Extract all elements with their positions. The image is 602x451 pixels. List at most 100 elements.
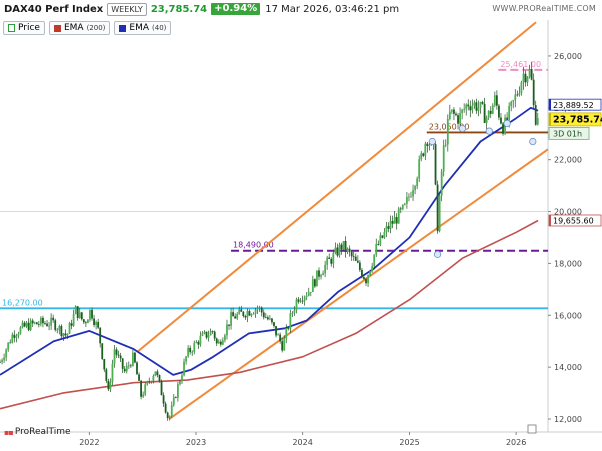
candle-body — [436, 184, 439, 232]
x-tick-label: 2023 — [186, 438, 206, 447]
candle-body — [528, 69, 531, 78]
candle-body — [526, 77, 529, 83]
x-tick-label: 2026 — [506, 438, 526, 447]
candle-body — [471, 105, 474, 111]
candle-body — [42, 317, 44, 324]
candle-body — [295, 299, 298, 311]
candle-body — [95, 321, 98, 325]
candle-body — [213, 331, 216, 339]
candle-body — [35, 322, 38, 325]
countdown-box — [548, 126, 590, 140]
candle-body — [289, 313, 292, 329]
candle-body — [13, 334, 16, 338]
candle-body — [502, 123, 504, 134]
candle-body — [7, 342, 10, 350]
y-tick-label: 26,000 — [554, 52, 582, 61]
candle-body — [401, 204, 404, 210]
candle-body — [508, 105, 511, 121]
candle-body — [138, 374, 140, 381]
candle-body — [219, 341, 222, 345]
legend-ema200[interactable]: EMA (200) — [48, 21, 111, 35]
change-badge: +0.94% — [211, 3, 261, 15]
candle-body — [17, 333, 20, 336]
event-marker-icon — [485, 127, 493, 135]
candle-body — [428, 144, 431, 146]
candle-body — [72, 314, 75, 326]
chart-header: DAX40 Perf Index WEEKLY 23,785.74 +0.94%… — [0, 0, 602, 18]
candle-body — [27, 322, 30, 331]
candle-body — [258, 307, 261, 309]
candle-body — [383, 231, 386, 238]
value-label-box — [548, 98, 602, 111]
candle-body — [512, 100, 515, 102]
candle-body — [475, 102, 478, 111]
value-label-box — [548, 214, 602, 227]
candle-body — [234, 316, 237, 319]
legend-ema40[interactable]: EMA (40) — [114, 21, 172, 35]
legend-price[interactable]: Price — [3, 21, 45, 35]
candle-body — [269, 318, 271, 320]
candle-body — [5, 349, 8, 358]
candle-body — [248, 311, 251, 316]
y-tick-label: 18,000 — [554, 259, 582, 268]
x-tick-label: 2022 — [79, 438, 99, 447]
candle-body — [33, 322, 36, 324]
candle-body — [346, 248, 349, 253]
candle-body — [463, 109, 466, 111]
candle-body — [473, 102, 476, 106]
candle-body — [461, 109, 464, 114]
candle-body — [105, 369, 108, 381]
candle-body — [406, 197, 408, 204]
y-tick-label: 20,000 — [554, 208, 582, 217]
candle-body — [377, 244, 380, 245]
value-label-text: 23,889.52 — [553, 101, 594, 110]
candle-body — [477, 107, 480, 111]
candle-body — [82, 319, 85, 323]
candle-body — [201, 333, 204, 336]
candle-body — [240, 309, 243, 312]
candle-body — [291, 313, 294, 314]
candle-body — [313, 279, 316, 287]
candle-body — [440, 171, 443, 196]
candle-body — [142, 394, 145, 397]
candle-body — [68, 323, 71, 334]
indicator-legend: Price EMA (200) EMA (40) — [3, 21, 172, 35]
candle-body — [442, 145, 445, 172]
candle-body — [444, 144, 447, 146]
candle-body — [395, 217, 398, 224]
candle-body — [322, 273, 324, 276]
candle-body — [279, 334, 282, 342]
candle-body — [371, 266, 374, 272]
timeframe-badge[interactable]: WEEKLY — [107, 2, 147, 16]
candle-body — [217, 341, 220, 344]
y-tick-label: 24,000 — [554, 104, 582, 113]
candle-body — [334, 247, 337, 253]
candle-body — [301, 300, 304, 302]
candle-body — [307, 292, 310, 296]
candle-body — [256, 308, 259, 310]
candle-body — [191, 351, 194, 353]
candle-body — [1, 360, 3, 363]
candle-body — [416, 178, 419, 187]
candle-body — [207, 335, 210, 338]
candle-body — [140, 380, 142, 397]
candle-body — [328, 257, 331, 259]
candle-body — [109, 382, 112, 390]
candle-body — [37, 324, 40, 326]
logo-dots-icon: ▪▪ — [4, 427, 14, 437]
candle-body — [381, 235, 384, 238]
candle-body — [303, 296, 306, 301]
candle-body — [459, 113, 461, 124]
candle-body — [532, 79, 535, 106]
candle-body — [62, 333, 65, 337]
candle-body — [162, 395, 165, 404]
candle-body — [60, 326, 63, 337]
candle-body — [369, 271, 372, 275]
candle-body — [467, 104, 470, 107]
candle-body — [15, 335, 18, 338]
candle-body — [275, 326, 277, 336]
candle-body — [324, 264, 327, 274]
candle-body — [152, 375, 155, 382]
candle-body — [58, 326, 61, 330]
